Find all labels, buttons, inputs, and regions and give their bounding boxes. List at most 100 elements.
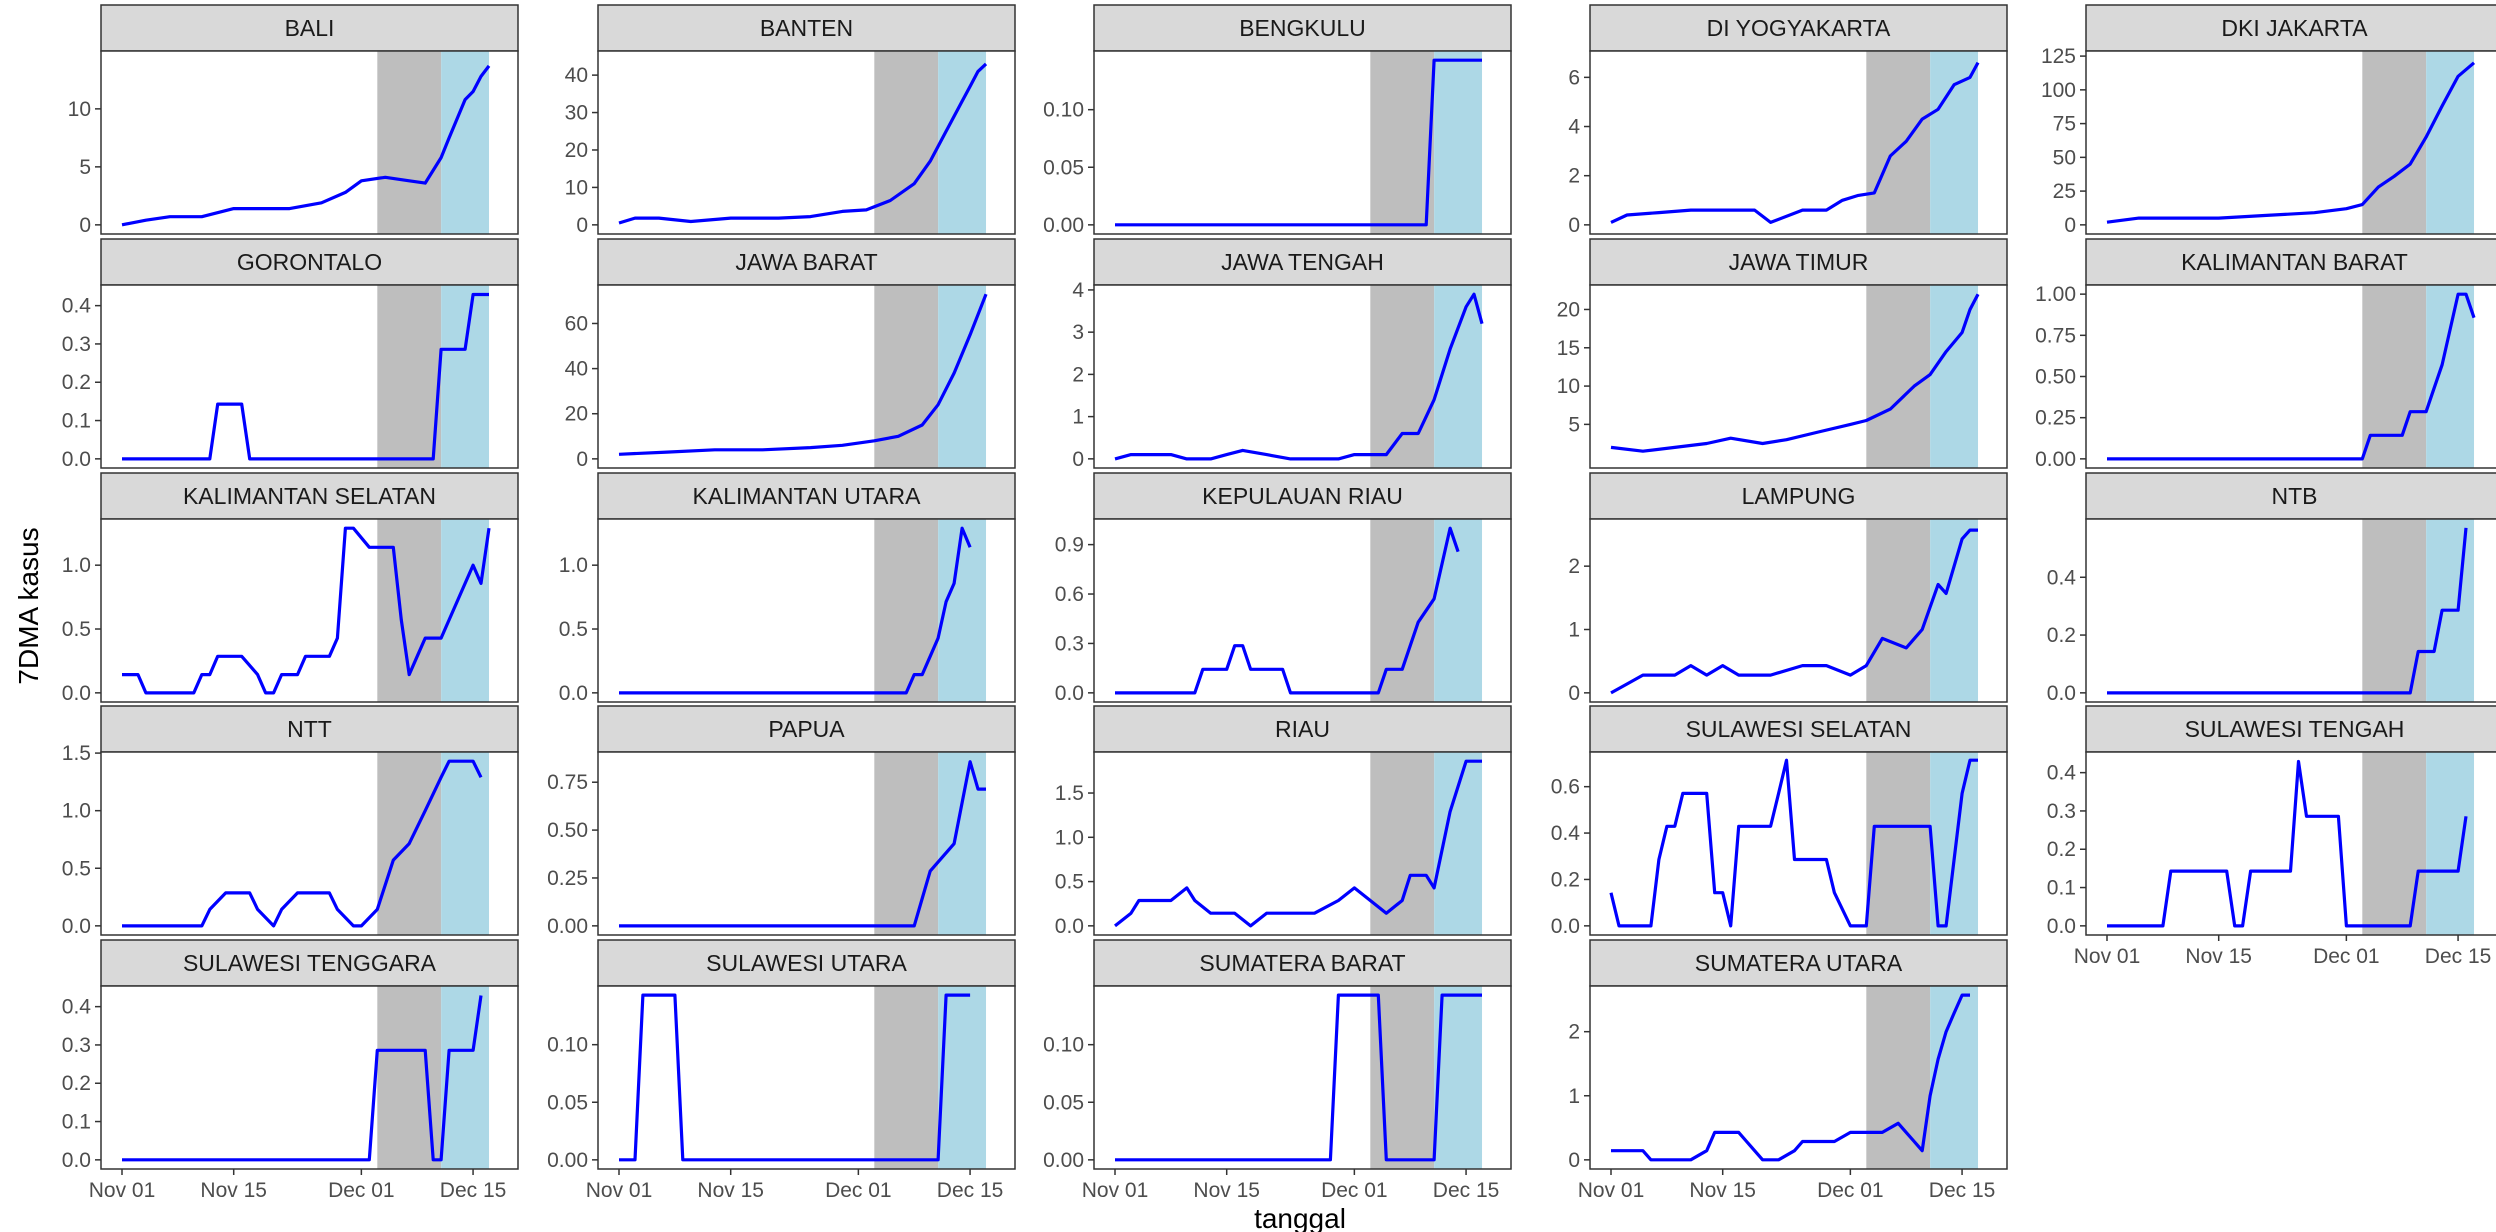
y-tick-label: 5 <box>79 156 91 179</box>
y-tick-label: 0 <box>1072 448 1084 471</box>
data-line <box>1610 293 1980 453</box>
y-tick-label: 0.2 <box>2047 838 2076 861</box>
y-tick-label: 0.00 <box>1043 1149 1084 1172</box>
facet-strip <box>1589 939 2008 987</box>
y-tick-label: 100 <box>2041 79 2076 102</box>
data-line <box>1114 292 1484 461</box>
data-line <box>2107 527 2468 695</box>
facet-strip-label: SULAWESI TENGGARA <box>183 950 437 976</box>
facet-strip <box>597 238 1016 286</box>
panel-border <box>597 985 1016 1170</box>
x-tick-label: Dec 15 <box>2425 945 2492 968</box>
shaded-period-blue <box>1930 752 1979 935</box>
panel-border <box>2085 518 2496 703</box>
x-tick-label: Dec 01 <box>2313 945 2380 968</box>
shaded-period-blue <box>1930 285 1979 468</box>
y-tick-label: 0.1 <box>62 1111 91 1134</box>
y-tick-label: 4 <box>1072 279 1084 302</box>
y-tick-label: 0.6 <box>1551 776 1580 799</box>
shaded-period-gray <box>1866 51 1931 234</box>
shaded-period-blue <box>1434 752 1483 935</box>
y-tick-label: 0.10 <box>547 1034 588 1057</box>
facet-strip-label: DI YOGYAKARTA <box>1707 15 1891 41</box>
facet-strip-label: NTB <box>2272 483 2318 509</box>
y-tick-label: 0.50 <box>547 819 588 842</box>
y-tick-label: 15 <box>1557 337 1580 360</box>
facet-panels: BALI0510BANTEN010203040BENGKULU0.000.050… <box>62 4 2496 1202</box>
x-tick-label: Dec 15 <box>440 1179 507 1202</box>
y-tick-label: 1.0 <box>62 554 91 577</box>
panel-border <box>597 518 1016 703</box>
y-tick-label: 1.5 <box>1055 782 1084 805</box>
shaded-period-gray <box>874 752 939 935</box>
data-line <box>619 993 971 1162</box>
facet-panel: SULAWESI UTARA 0.00 0.05 0.10 Nov 01 Nov 15 De… <box>547 939 1016 1202</box>
facet-strip <box>100 4 519 52</box>
data-line <box>122 292 489 461</box>
y-tick-label: 5 <box>1568 413 1580 436</box>
facet-strip <box>1093 705 1512 753</box>
shaded-period-gray <box>1370 752 1435 935</box>
shaded-period-blue <box>1930 51 1979 234</box>
data-line <box>1610 528 1978 695</box>
y-tick-label: 0.0 <box>2047 915 2076 938</box>
y-tick-label: 0.2 <box>62 371 91 394</box>
y-tick-label: 25 <box>2053 180 2076 203</box>
facet-strip <box>100 705 519 753</box>
y-tick-label: 0.0 <box>1055 915 1084 938</box>
facet-panel: JAWA BARAT 0 20 40 60 <box>565 238 1016 471</box>
y-tick-label: 1.0 <box>559 554 588 577</box>
y-tick-label: 0.3 <box>1055 632 1084 655</box>
shaded-period-blue <box>2426 51 2475 234</box>
shaded-period-blue <box>441 752 490 935</box>
shaded-period-gray <box>377 285 442 468</box>
shaded-period-blue <box>2426 285 2475 468</box>
y-tick-label: 20 <box>565 403 588 426</box>
y-tick-label: 30 <box>565 102 588 125</box>
y-tick-label: 0 <box>1568 1149 1580 1172</box>
y-tick-label: 75 <box>2053 113 2076 136</box>
y-tick-label: 0.5 <box>62 857 91 880</box>
y-tick-label: 60 <box>565 312 588 335</box>
y-tick-label: 0.0 <box>62 448 91 471</box>
facet-strip <box>1589 705 2008 753</box>
y-tick-label: 1.5 <box>62 742 91 765</box>
y-tick-label: 0.25 <box>2035 407 2076 430</box>
facet-panel: DKI JAKARTA 0 25 50 75 100 125 <box>2041 4 2496 237</box>
y-tick-label: 0.6 <box>1055 583 1084 606</box>
y-tick-label: 0.75 <box>547 771 588 794</box>
panel-border <box>1093 518 1512 703</box>
x-tick-label: Nov 01 <box>2074 945 2141 968</box>
facet-strip-label: JAWA TENGAH <box>1221 249 1384 275</box>
y-tick-label: 1.00 <box>2035 283 2076 306</box>
shaded-period-gray <box>2362 519 2427 702</box>
y-tick-label: 0.3 <box>62 333 91 356</box>
data-line <box>1114 759 1482 928</box>
y-tick-label: 0.5 <box>559 618 588 641</box>
facet-strip-label: SULAWESI UTARA <box>706 950 907 976</box>
facet-strip-label: RIAU <box>1275 716 1330 742</box>
shaded-period-gray <box>2362 51 2427 234</box>
shaded-period-gray <box>874 986 939 1169</box>
facet-panel: SULAWESI TENGGARA 0.0 0.1 0.2 0.3 0.4 Nov 01 No… <box>62 939 519 1202</box>
y-tick-label: 0.0 <box>2047 682 2076 705</box>
shaded-period-gray <box>1370 285 1435 468</box>
y-tick-label: 0.2 <box>1551 868 1580 891</box>
y-tick-label: 0.1 <box>2047 877 2076 900</box>
shaded-period-gray <box>1370 51 1435 234</box>
panel-border <box>1093 751 1512 936</box>
panel-border <box>597 50 1016 235</box>
data-line <box>1115 58 1482 227</box>
facet-strip <box>100 472 519 520</box>
y-tick-label: 50 <box>2053 146 2076 169</box>
y-tick-label: 0.1 <box>62 410 91 433</box>
shaded-period-blue <box>1930 519 1979 702</box>
panel-border <box>1589 284 2008 469</box>
facet-strip-label: JAWA TIMUR <box>1729 249 1869 275</box>
y-tick-label: 0.75 <box>2035 324 2076 347</box>
y-tick-label: 0.0 <box>1055 682 1084 705</box>
data-line <box>2107 759 2468 928</box>
y-tick-label: 0.3 <box>2047 800 2076 823</box>
x-tick-label: Nov 15 <box>1689 1179 1756 1202</box>
